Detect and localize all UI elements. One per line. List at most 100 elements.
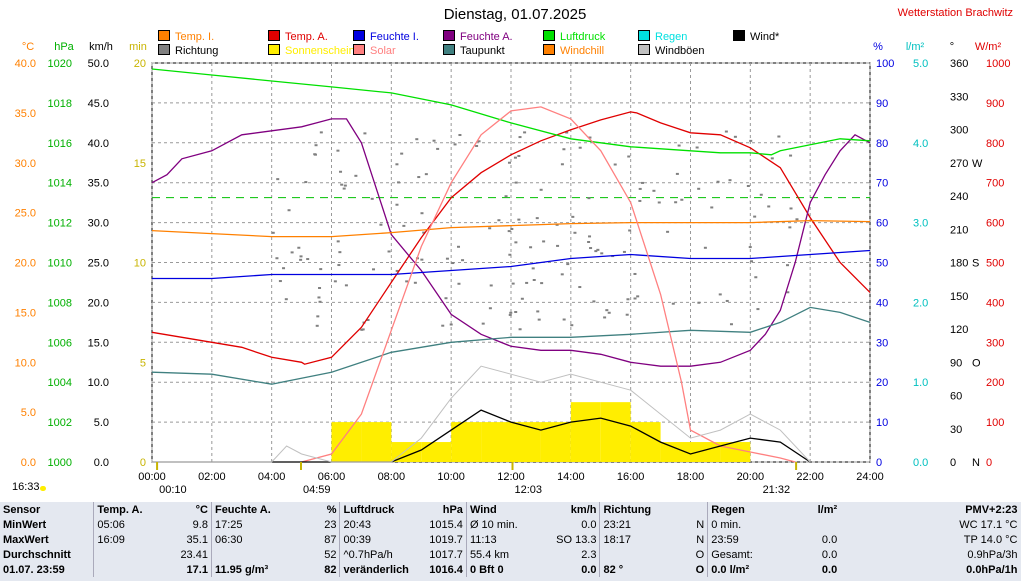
x-tick-label: 10:00 <box>437 471 465 483</box>
direction-point <box>313 153 317 156</box>
legend-item: Wind* <box>733 30 779 43</box>
axis-unit-label: W/m² <box>975 41 1002 53</box>
direction-point <box>420 258 424 261</box>
axis-unit-label: km/h <box>89 41 113 53</box>
axis-tick-label: 20.0 <box>88 297 109 309</box>
direction-point <box>457 282 461 285</box>
legend-swatch <box>268 44 280 55</box>
direction-point <box>354 174 358 177</box>
series-line-feuchtea <box>151 118 871 367</box>
table-cell: hPa <box>442 503 463 516</box>
axis-tick-label: 35.0 <box>88 178 109 190</box>
direction-point <box>508 313 512 316</box>
table-cell: Gesamt: <box>707 547 780 562</box>
axis-tick-label: 0.0 <box>94 457 109 469</box>
x-tick-label: 02:00 <box>198 471 226 483</box>
table-cell: km/h <box>570 503 597 516</box>
axis-tick-label: 4.0 <box>913 138 928 150</box>
direction-point <box>461 259 465 262</box>
direction-point <box>441 324 445 327</box>
axis-tick-label: 900 <box>986 98 1004 110</box>
direction-point <box>570 324 574 327</box>
axis-unit-label: hPa <box>54 41 74 53</box>
legend-item: Windchill <box>543 44 604 57</box>
direction-point <box>697 187 701 190</box>
legend-swatch <box>353 44 365 55</box>
direction-point <box>336 240 340 243</box>
direction-letter: N <box>972 457 980 469</box>
axis-tick-label: 270 <box>950 158 968 170</box>
axis-tick-label: 10.0 <box>88 377 109 389</box>
table-cell: 23.41 <box>180 548 208 561</box>
sunshine-bar <box>391 442 422 462</box>
axis-tick-label: 1000 <box>48 457 72 469</box>
axis-tick-label: 100 <box>986 417 1004 429</box>
direction-point <box>529 246 533 249</box>
axis-tick-label: 5.0 <box>94 417 109 429</box>
direction-point <box>605 309 609 312</box>
axis-tick-label: 40 <box>876 297 888 309</box>
direction-point <box>379 223 383 226</box>
direction-point <box>507 230 511 233</box>
direction-point <box>517 218 521 221</box>
legend-swatch <box>158 30 170 41</box>
table-cell: ^0.7hPa/h <box>339 547 412 562</box>
table-cell: SO 13.3 <box>556 533 597 546</box>
table-cell: 1015.4 <box>429 518 463 531</box>
sunshine-bar <box>570 402 601 462</box>
table-cell: % <box>326 503 337 516</box>
axis-tick-label: 600 <box>986 218 1004 230</box>
direction-point <box>680 198 684 201</box>
x-tick-label: 12:00 <box>497 471 525 483</box>
sunshine-bar <box>511 422 541 462</box>
table-cell: 17.1 <box>186 563 208 576</box>
direction-point <box>532 278 536 281</box>
axis-tick-label: 1002 <box>48 417 72 429</box>
direction-point <box>344 284 348 287</box>
sun-dot-icon <box>40 486 46 491</box>
legend-label: Windchill <box>560 45 605 57</box>
direction-point <box>786 264 790 267</box>
table-row: MaxWert 16:09 35.1 06:30 87 00:39 1019.7 11:13 S… <box>0 532 1021 547</box>
legend-label: Wind* <box>750 31 780 43</box>
table-cell: 2.3 <box>581 548 597 561</box>
direction-point <box>306 258 310 261</box>
table-cell: Regen <box>707 502 780 517</box>
sunshine-bar <box>690 442 721 462</box>
sunshine-bar <box>361 422 392 462</box>
direction-point <box>422 231 426 234</box>
direction-letter: S <box>972 258 979 270</box>
direction-point <box>481 322 485 325</box>
direction-point <box>594 250 598 253</box>
direction-point <box>370 197 374 200</box>
direction-point <box>733 135 737 138</box>
table-cell: MaxWert <box>3 533 49 546</box>
axis-tick-label: 30 <box>876 337 888 349</box>
axis-tick-label: 2.0 <box>913 297 928 309</box>
direction-point <box>753 215 757 218</box>
table-cell: WC 17.1 °C <box>959 518 1018 531</box>
sunshine-bar <box>331 422 362 462</box>
direction-point <box>555 223 559 226</box>
axis-tick-label: 5.0 <box>913 58 928 70</box>
legend-item: Luftdruck <box>543 30 605 43</box>
direction-point <box>573 231 577 234</box>
direction-point <box>537 318 541 321</box>
direction-point <box>319 131 323 134</box>
direction-point <box>674 201 678 204</box>
legend-label: Sonnenschein <box>285 45 355 57</box>
direction-point <box>641 181 645 184</box>
direction-point <box>451 262 455 265</box>
direction-point <box>789 207 793 210</box>
axis-tick-label: 20 <box>134 58 146 70</box>
direction-point <box>625 313 629 316</box>
direction-point <box>453 143 457 146</box>
direction-point <box>729 323 733 326</box>
table-header: Sensor Temp. A. °C Feuchte A.% Luftdruck hPa W… <box>0 502 1021 517</box>
axis-tick-label: 0 <box>950 457 956 469</box>
station-name[interactable]: Wetterstation Brachwitz <box>897 7 1013 19</box>
direction-point <box>340 183 344 186</box>
direction-point <box>315 324 319 327</box>
direction-point <box>628 229 632 232</box>
table-cell: N <box>696 518 705 531</box>
